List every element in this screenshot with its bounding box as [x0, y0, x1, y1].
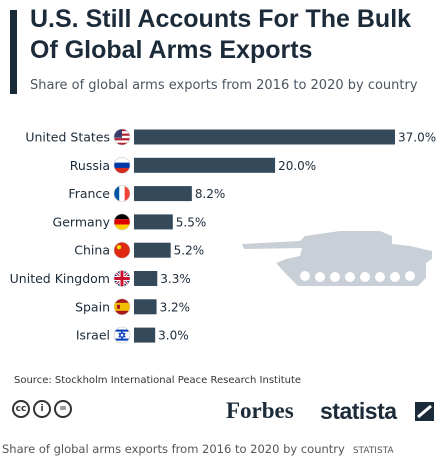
- forbes-logo[interactable]: Forbes: [226, 398, 294, 423]
- us-flag-icon: [113, 128, 131, 146]
- chart-title: U.S. Still Accounts For The Bulk Of Glob…: [30, 5, 412, 64]
- value-label: 8.2%: [195, 187, 226, 201]
- value-label: 3.0%: [158, 329, 189, 343]
- bar-row: Russia 20.0%: [70, 156, 316, 174]
- bar: [134, 214, 173, 230]
- israel-flag-icon: [113, 326, 131, 344]
- no-derivatives-icon[interactable]: =: [54, 400, 72, 418]
- attribution-icon[interactable]: i: [33, 400, 51, 418]
- infographic-card: U.S. Still Accounts For The Bulk Of Glob…: [9, 5, 437, 424]
- tank-silhouette-icon: [242, 231, 432, 286]
- statista-logo-icon: [415, 402, 434, 421]
- bar: [134, 271, 158, 286]
- bar-row: United Kingdom 3.3%: [10, 270, 191, 287]
- title-accent-bar: [10, 10, 17, 94]
- uk-flag-icon: [113, 270, 131, 287]
- france-flag-icon: [113, 185, 131, 202]
- bar-row: Germany 5.5%: [53, 213, 207, 231]
- category-label: Israel: [76, 328, 110, 343]
- russia-flag-icon: [113, 156, 131, 174]
- bar-row: Spain 3.2%: [75, 298, 191, 316]
- category-label: Spain: [75, 299, 110, 314]
- category-label: China: [74, 243, 110, 258]
- china-flag-icon: [113, 241, 131, 259]
- caption-source[interactable]: STATISTA: [352, 446, 394, 456]
- caption-text: Share of global arms exports from 2016 t…: [2, 442, 345, 456]
- chart-subtitle: Share of global arms exports from 2016 t…: [30, 78, 418, 93]
- category-label: United Kingdom: [10, 271, 110, 286]
- bar-row: France 8.2%: [68, 185, 226, 202]
- bar: [134, 129, 395, 145]
- bar-chart: United States 37.0% Russia 20.0% France 8.2% G…: [10, 128, 436, 344]
- bar: [134, 327, 156, 343]
- category-label: Germany: [53, 214, 111, 229]
- value-label: 5.5%: [176, 215, 207, 229]
- bar-row: China 5.2%: [74, 241, 205, 259]
- creative-commons-icon[interactable]: cc: [12, 400, 30, 418]
- spain-flag-icon: [113, 298, 131, 316]
- value-label: 20.0%: [278, 159, 316, 173]
- category-label: Russia: [70, 158, 110, 173]
- category-label: France: [68, 186, 110, 201]
- value-label: 37.0%: [398, 131, 436, 145]
- value-label: 3.2%: [160, 300, 191, 314]
- statista-logo[interactable]: statista: [320, 398, 397, 424]
- germany-flag-icon: [113, 213, 131, 231]
- license-icons: cc i =: [12, 400, 72, 418]
- source-note: Source: Stockholm International Peace Re…: [14, 375, 302, 386]
- category-label: United States: [25, 130, 110, 145]
- bar: [134, 299, 157, 315]
- bar-row: United States 37.0%: [25, 128, 436, 146]
- bar: [134, 157, 276, 173]
- bar: [134, 186, 192, 202]
- bar: [134, 242, 171, 258]
- value-label: 3.3%: [160, 272, 191, 286]
- bar-row: Israel 3.0%: [76, 326, 189, 344]
- image-caption: Share of global arms exports from 2016 t…: [2, 442, 394, 456]
- value-label: 5.2%: [174, 244, 205, 258]
